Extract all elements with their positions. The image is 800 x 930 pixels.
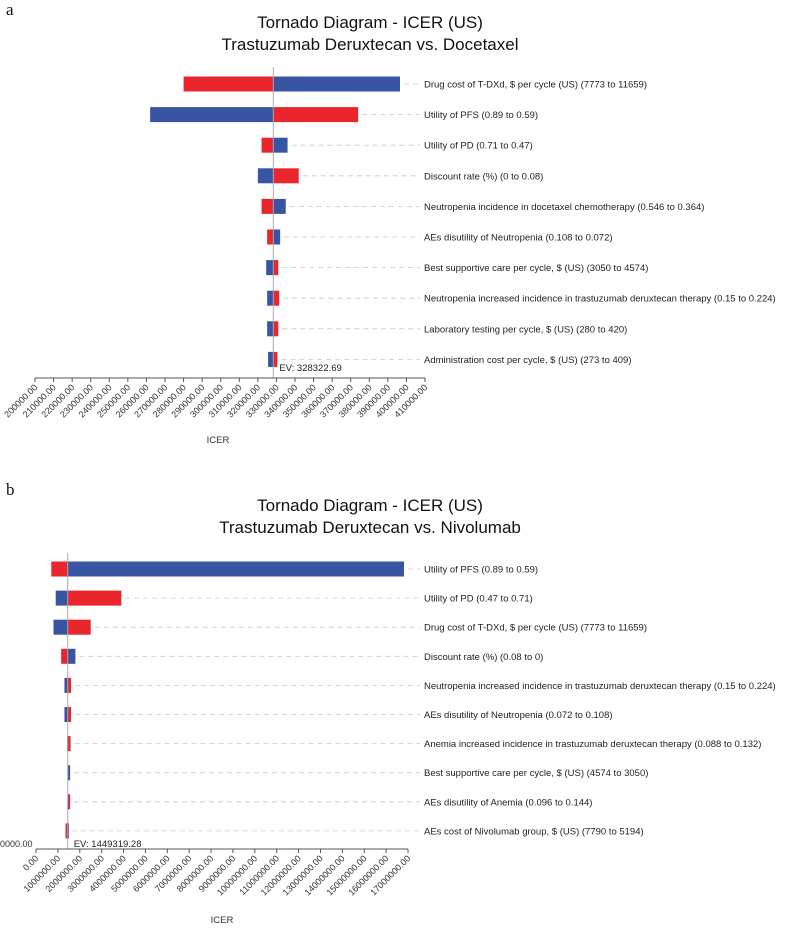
red-bar	[51, 561, 68, 577]
red-bar	[183, 76, 274, 92]
red-bar	[273, 168, 299, 184]
red-bar	[67, 707, 72, 722]
red-bar	[67, 619, 91, 635]
red-bar	[67, 736, 71, 752]
bar-label: Discount rate (%) (0.08 to 0)	[424, 652, 543, 663]
bar-label: AEs disutility of Neutropenia (0.072 to …	[424, 710, 613, 721]
bar-label: Drug cost of T-DXd, $ per cycle (US) (77…	[424, 80, 647, 91]
bar-label: Administration cost per cycle, $ (US) (2…	[424, 355, 632, 366]
panel-a-letter: a	[6, 0, 14, 19]
blue-bar	[55, 590, 68, 606]
bar-label: Neutropenia increased incidence in trast…	[424, 294, 776, 305]
bar-label: AEs disutility of Neutropenia (0.108 to …	[424, 233, 613, 244]
red-bar	[67, 677, 72, 693]
blue-bar	[273, 229, 281, 245]
blue-bar	[64, 677, 68, 693]
chart-a-title-line: Tornado Diagram - ICER (US)	[257, 13, 483, 32]
blue-bar	[67, 561, 405, 577]
bar-label: Anemia increased incidence in trastuzuma…	[424, 739, 761, 750]
chart-b-title: Tornado Diagram - ICER (US) Trastuzumab …	[200, 495, 540, 539]
bar-label: Utility of PD (0.71 to 0.47)	[424, 141, 533, 152]
x-axis-label: ICER	[207, 435, 230, 446]
bar-label: Best supportive care per cycle, $ (US) (…	[424, 263, 648, 274]
bar-label: Utility of PFS (0.89 to 0.59)	[424, 110, 538, 121]
bar-label: Best supportive care per cycle, $ (US) (…	[424, 768, 648, 779]
red-bar	[273, 290, 280, 306]
red-bar	[273, 107, 359, 123]
bar-label: Utility of PFS (0.89 to 0.59)	[424, 565, 538, 576]
blue-bar	[268, 351, 274, 367]
red-bar	[267, 229, 274, 245]
blue-bar	[67, 765, 71, 781]
ev-label: EV: 1449319.28	[74, 839, 142, 850]
clipped-tick-label: 0000.00	[0, 839, 33, 849]
bar-label: Neutropenia increased incidence in trast…	[424, 681, 776, 692]
blue-bar	[257, 168, 274, 184]
chart-b-subtitle: Trastuzumab Deruxtecan vs. Nivolumab	[219, 518, 521, 537]
blue-bar	[150, 107, 274, 123]
bar-label: Drug cost of T-DXd, $ per cycle (US) (77…	[424, 623, 647, 634]
blue-bar	[266, 260, 274, 276]
chart-b-title-line: Tornado Diagram - ICER (US)	[257, 496, 483, 515]
ev-label: EV: 328322.69	[279, 363, 342, 374]
blue-bar	[273, 76, 400, 92]
blue-bar	[64, 707, 68, 722]
blue-bar	[273, 137, 288, 153]
bar-label: Neutropenia incidence in docetaxel chemo…	[424, 202, 704, 213]
red-bar	[61, 648, 68, 664]
blue-bar	[273, 198, 286, 214]
red-bar	[65, 823, 68, 839]
blue-bar	[67, 648, 76, 664]
red-bar	[261, 198, 274, 214]
bar-label: AEs cost of Nivolumab group, $ (US) (779…	[424, 826, 644, 837]
red-bar	[273, 351, 278, 367]
red-bar	[273, 260, 279, 276]
red-bar	[67, 590, 122, 606]
red-bar	[273, 321, 279, 337]
bar-label: Discount rate (%) (0 to 0.08)	[424, 171, 543, 182]
tornado-chart-a: Drug cost of T-DXd, $ per cycle (US) (77…	[2, 67, 776, 446]
tornado-chart-b: Utility of PFS (0.89 to 0.59) Utility of …	[0, 552, 776, 926]
panel-b-letter: b	[6, 480, 15, 499]
chart-a-title: Tornado Diagram - ICER (US) Trastuzumab …	[200, 12, 540, 56]
red-bar	[261, 137, 274, 153]
blue-bar	[67, 823, 69, 839]
blue-bar	[53, 619, 68, 635]
chart-a-subtitle: Trastuzumab Deruxtecan vs. Docetaxel	[221, 35, 519, 54]
bar-label: Laboratory testing per cycle, $ (US) (28…	[424, 324, 627, 335]
bar-label: Utility of PD (0.47 to 0.71)	[424, 594, 533, 605]
red-bar	[67, 794, 71, 810]
blue-bar	[267, 290, 274, 306]
x-axis-label: ICER	[211, 915, 234, 926]
bar-label: AEs disutility of Anemia (0.096 to 0.144…	[424, 797, 592, 808]
blue-bar	[267, 321, 274, 337]
